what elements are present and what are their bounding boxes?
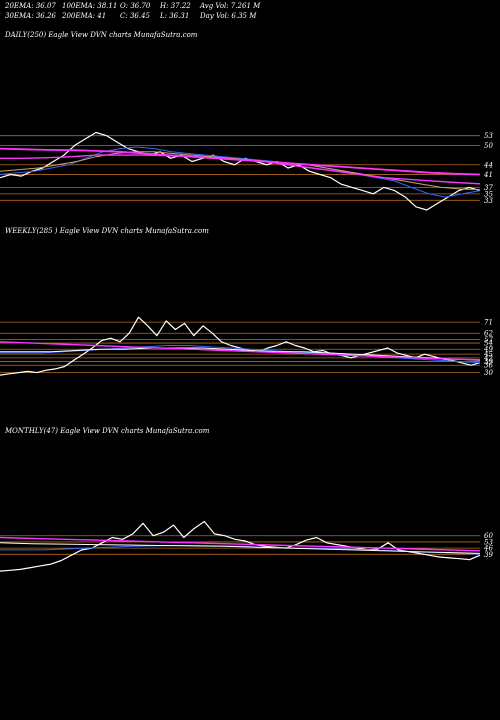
- ema200-series-line: [0, 147, 481, 176]
- tick-label-71: 71: [484, 319, 493, 327]
- tick-label-39: 39: [484, 358, 493, 366]
- high-label: H: 37.22: [160, 2, 191, 10]
- tick-label-37: 37: [484, 184, 493, 192]
- tick-label-33: 33: [484, 197, 493, 205]
- open-label: O: 36.70: [120, 2, 151, 10]
- day-vol-label: Day Vol: 6.35 M: [200, 12, 257, 20]
- ema100-label: 100EMA: 38.11: [62, 2, 118, 10]
- daily-panel-title: DAILY(250) Eagle View DVN charts MunafaS…: [5, 31, 198, 39]
- tick-label-53: 53: [484, 132, 493, 140]
- tick-label-44: 44: [483, 161, 493, 169]
- ema_long-series-line: [0, 536, 481, 552]
- price-series-line: [0, 131, 481, 211]
- tick-label-46: 46: [483, 545, 493, 553]
- price-series-line: [0, 316, 481, 376]
- tick-label-54: 54: [484, 340, 493, 348]
- avg-vol-label: Avg Vol: 7.261 M: [200, 2, 261, 10]
- tick-label-62: 62: [484, 330, 493, 338]
- tick-label-50: 50: [484, 142, 493, 150]
- low-label: L: 36.31: [160, 12, 190, 20]
- tick-label-57: 57: [484, 336, 493, 344]
- tick-label-49: 49: [483, 346, 493, 354]
- price-series-line: [0, 520, 481, 572]
- tick-label-42: 42: [483, 354, 493, 362]
- tick-label-35: 35: [484, 190, 493, 198]
- ema_mid-series-line: [0, 347, 481, 361]
- monthly-panel-title: MONTHLY(47) Eagle View DVN charts Munafa…: [5, 427, 210, 435]
- weekly-panel-title: WEEKLY(285 ) Eagle View DVN charts Munaf…: [5, 227, 209, 235]
- ema200-label: 200EMA: 41: [62, 12, 107, 20]
- close-label: C: 36.45: [120, 12, 150, 20]
- tick-label-39: 39: [484, 551, 493, 559]
- tick-label-60: 60: [484, 532, 493, 540]
- ema20-label: 20EMA: 36.07: [5, 2, 56, 10]
- ema_mid-series-line: [0, 542, 481, 554]
- tick-label-36: 36: [484, 362, 493, 370]
- ema_long-series-line: [0, 341, 481, 361]
- ema30-label: 30EMA: 36.26: [5, 12, 56, 20]
- tick-label-41: 41: [483, 171, 493, 179]
- tick-label-45: 45: [483, 351, 493, 359]
- tick-label-53: 53: [484, 538, 493, 546]
- tick-label-30: 30: [484, 369, 493, 377]
